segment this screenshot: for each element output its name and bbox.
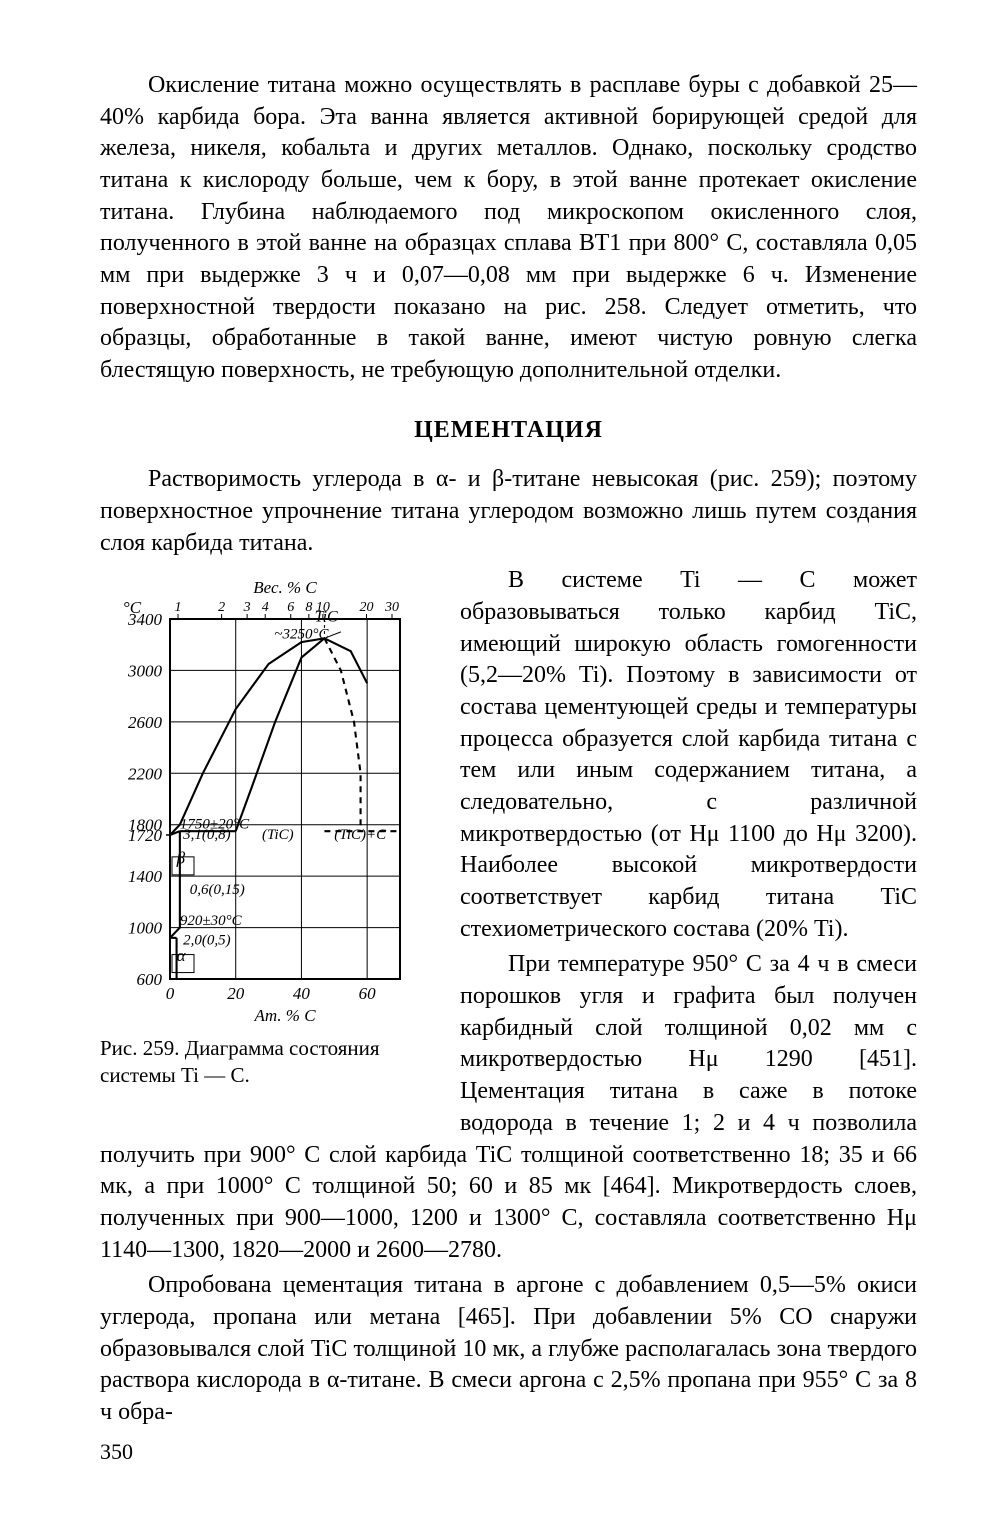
svg-text:2,0(0,5): 2,0(0,5): [183, 933, 231, 949]
svg-text:20: 20: [359, 600, 373, 615]
section-heading: ЦЕМЕНТАЦИЯ: [100, 415, 917, 447]
svg-text:1400: 1400: [128, 868, 163, 887]
svg-text:1: 1: [175, 600, 182, 615]
svg-text:2200: 2200: [128, 765, 163, 784]
page-number: 350: [100, 1437, 917, 1466]
paragraph-5: Опробована цементация титана в аргоне с …: [100, 1270, 917, 1428]
svg-text:8: 8: [305, 600, 312, 615]
phase-diagram-svg: 6001000140018002200260030003400172002040…: [100, 569, 440, 1029]
figure-caption: Рис. 259. Диаграмма состояния системы Ti…: [100, 1035, 440, 1088]
paragraph-1: Окисление титана можно осуществлять в ра…: [100, 70, 917, 387]
svg-text:1000: 1000: [128, 919, 163, 938]
svg-text:(TiC)+C: (TiC)+C: [334, 827, 387, 843]
svg-text:(TiC): (TiC): [262, 827, 294, 843]
svg-text:TiC: TiC: [315, 609, 338, 626]
svg-text:600: 600: [137, 970, 163, 989]
svg-text:60: 60: [359, 984, 377, 1003]
svg-text:6: 6: [287, 600, 294, 615]
svg-text:~3250°C: ~3250°C: [274, 627, 329, 643]
svg-text:0,6(0,15): 0,6(0,15): [190, 883, 245, 899]
svg-text:β: β: [176, 849, 186, 868]
paragraph-2: Растворимость углерода в α- и β-титане н…: [100, 464, 917, 559]
svg-text:Вес. % C: Вес. % C: [253, 578, 317, 597]
svg-text:Ат. % C: Ат. % C: [253, 1006, 316, 1025]
svg-text:30: 30: [384, 600, 399, 615]
svg-text:4: 4: [262, 600, 269, 615]
svg-text:20: 20: [227, 984, 245, 1003]
svg-text:2: 2: [218, 600, 225, 615]
svg-text:3: 3: [243, 600, 251, 615]
svg-text:3000: 3000: [127, 662, 163, 681]
svg-text:α: α: [177, 946, 187, 965]
svg-text:°C: °C: [123, 598, 142, 617]
svg-text:40: 40: [293, 984, 311, 1003]
svg-text:3,1(0,8): 3,1(0,8): [182, 827, 231, 843]
svg-text:920±30°C: 920±30°C: [180, 913, 243, 929]
svg-text:0: 0: [166, 984, 175, 1003]
svg-text:2600: 2600: [128, 713, 163, 732]
figure-259: 6001000140018002200260030003400172002040…: [100, 569, 440, 1109]
svg-text:1720: 1720: [128, 826, 163, 845]
